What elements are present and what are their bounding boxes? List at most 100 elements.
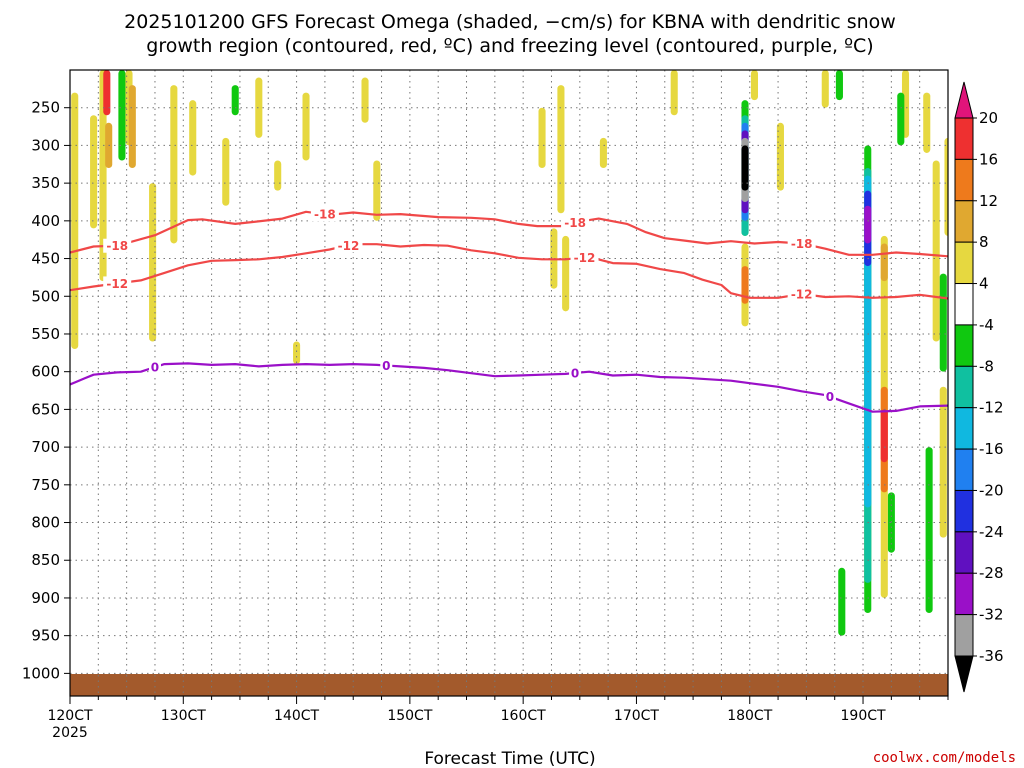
omega-cell-8: [149, 183, 157, 342]
contour-label-bg--18-0: [103, 238, 132, 253]
omega-cell-19: [538, 107, 546, 169]
omega-cell-51: [864, 205, 872, 244]
y-tick-label-700: 700: [31, 438, 60, 456]
y-tick-label-900: 900: [31, 589, 60, 607]
x-tick-label-120CT: 120CT: [47, 708, 92, 724]
omega-cell-31: [923, 92, 931, 153]
x-axis-title: Forecast Time (UTC): [424, 749, 595, 768]
omega-cell-44: [741, 145, 749, 191]
plot-grid: [70, 70, 949, 696]
omega-cell-9: [170, 85, 178, 244]
y-tick-label-950: 950: [31, 627, 60, 645]
colorbar-label--32: -32: [979, 606, 1004, 624]
chart-title-line-1: 2025101200 GFS Forecast Omega (shaded, −…: [124, 11, 896, 33]
omega-cell-37: [887, 492, 895, 553]
omega-cell-20: [557, 85, 565, 214]
omega-cell-46: [741, 266, 749, 304]
omega-cell-24: [670, 70, 678, 116]
colorbar-label-16: 16: [979, 150, 998, 168]
y-tick-label-750: 750: [31, 476, 60, 494]
omega-cell-10: [189, 100, 197, 176]
omega-cell-0: [71, 92, 79, 350]
colorbar-swatch-11: [954, 572, 974, 616]
contour-line-0: [70, 362, 948, 413]
temperature-contours: -18 -18 -18 -18 -12 -12 -12 -12 0 0 0 0: [70, 207, 948, 413]
omega-cell-53: [880, 243, 888, 282]
omega-cell-35: [925, 447, 933, 614]
contour-label--18-2: -18: [564, 216, 586, 230]
contour-label--18-0: -18: [106, 239, 128, 253]
colorbar: 20 16 12 8 4 -4 -8 -12 -16 -20 -24 -28 -32 -36: [954, 81, 1004, 693]
y-tick-label-850: 850: [31, 551, 60, 569]
omega-cell-22: [562, 235, 570, 312]
chart-title-line-2: growth region (contoured, red, ºC) and f…: [146, 35, 873, 57]
omega-cell-28: [835, 70, 843, 101]
colorbar-label-20: 20: [979, 109, 998, 127]
y-tick-label-1000: 1000: [22, 664, 60, 682]
omega-cell-12: [231, 85, 239, 116]
omega-cell-14: [274, 160, 282, 191]
omega-cell-25: [750, 70, 759, 101]
colorbar-label--28: -28: [979, 564, 1004, 582]
x-tick-label-190CT: 190CT: [841, 708, 886, 724]
colorbar-swatch-9: [954, 489, 974, 533]
x-tick-label-170CT: 170CT: [614, 708, 659, 724]
omega-cell-36: [939, 386, 947, 538]
omega-cell-34: [939, 273, 947, 372]
contour-label-bg-0-1: [380, 358, 393, 373]
colorbar-label-8: 8: [979, 233, 989, 251]
contour-label-bg--12-0: [103, 276, 132, 291]
contour-label-bg--12-1: [334, 238, 363, 253]
omega-cell-26: [776, 122, 784, 191]
omega-cell-17: [361, 77, 369, 123]
omega-cell-55: [880, 409, 888, 463]
contour-label-bg--18-3: [787, 236, 816, 251]
y-tick-label-350: 350: [31, 174, 60, 192]
contour-label--12-0: -12: [106, 277, 128, 291]
omega-cell-18: [373, 160, 381, 221]
y-tick-label-550: 550: [31, 325, 60, 343]
omega-cell-30: [897, 92, 905, 146]
omega-cell-15: [293, 341, 301, 365]
colorbar-label-12: 12: [979, 192, 998, 210]
colorbar-label--4: -4: [979, 316, 994, 334]
omega-cell-38: [838, 567, 846, 636]
credit-text: coolwx.com/models: [873, 750, 1016, 766]
colorbar-swatch-10: [954, 531, 974, 574]
omega-cell-2: [99, 70, 107, 282]
colorbar-swatch-7: [954, 407, 974, 450]
contour-label--12-2: -12: [574, 251, 596, 265]
omega-cell-33: [944, 137, 948, 236]
contour-label-0-2: 0: [571, 367, 579, 381]
y-tick-label-300: 300: [31, 136, 60, 154]
contour-label--12-3: -12: [791, 288, 813, 302]
omega-cell-1: [90, 115, 98, 229]
ground-below-surface: [70, 674, 948, 696]
colorbar-top-arrow: [954, 81, 974, 119]
x-tick-label-140CT: 140CT: [274, 708, 319, 724]
contour-label--18-3: -18: [791, 237, 813, 251]
contour-label-bg-0-3: [823, 389, 836, 404]
colorbar-swatch-1: [954, 158, 974, 202]
y-tick-label-800: 800: [31, 514, 60, 532]
colorbar-swatch-4: [954, 283, 974, 326]
colorbar-label--16: -16: [979, 440, 1004, 458]
x-tick-label-180CT: 180CT: [727, 708, 772, 724]
colorbar-label--36: -36: [979, 647, 1004, 665]
y-tick-label-450: 450: [31, 250, 60, 268]
contour-line--12: [70, 243, 948, 300]
contour-label-bg--12-3: [787, 287, 816, 302]
colorbar-swatch-12: [954, 614, 974, 657]
y-tick-label-250: 250: [31, 99, 60, 117]
y-axis: 250 300 350 400 450 500 550 600 650 700 750 800 850 9…: [22, 99, 70, 682]
colorbar-label--12: -12: [979, 399, 1004, 417]
colorbar-swatch-5: [954, 324, 974, 367]
omega-cell-32: [932, 160, 940, 342]
omega-cell-16: [302, 92, 310, 161]
colorbar-label--8: -8: [979, 357, 994, 375]
contour-label--12-1: -12: [338, 239, 360, 253]
y-tick-label-600: 600: [31, 363, 60, 381]
x-tick-label-150CT: 150CT: [387, 708, 432, 724]
colorbar-swatch-3: [954, 241, 974, 285]
